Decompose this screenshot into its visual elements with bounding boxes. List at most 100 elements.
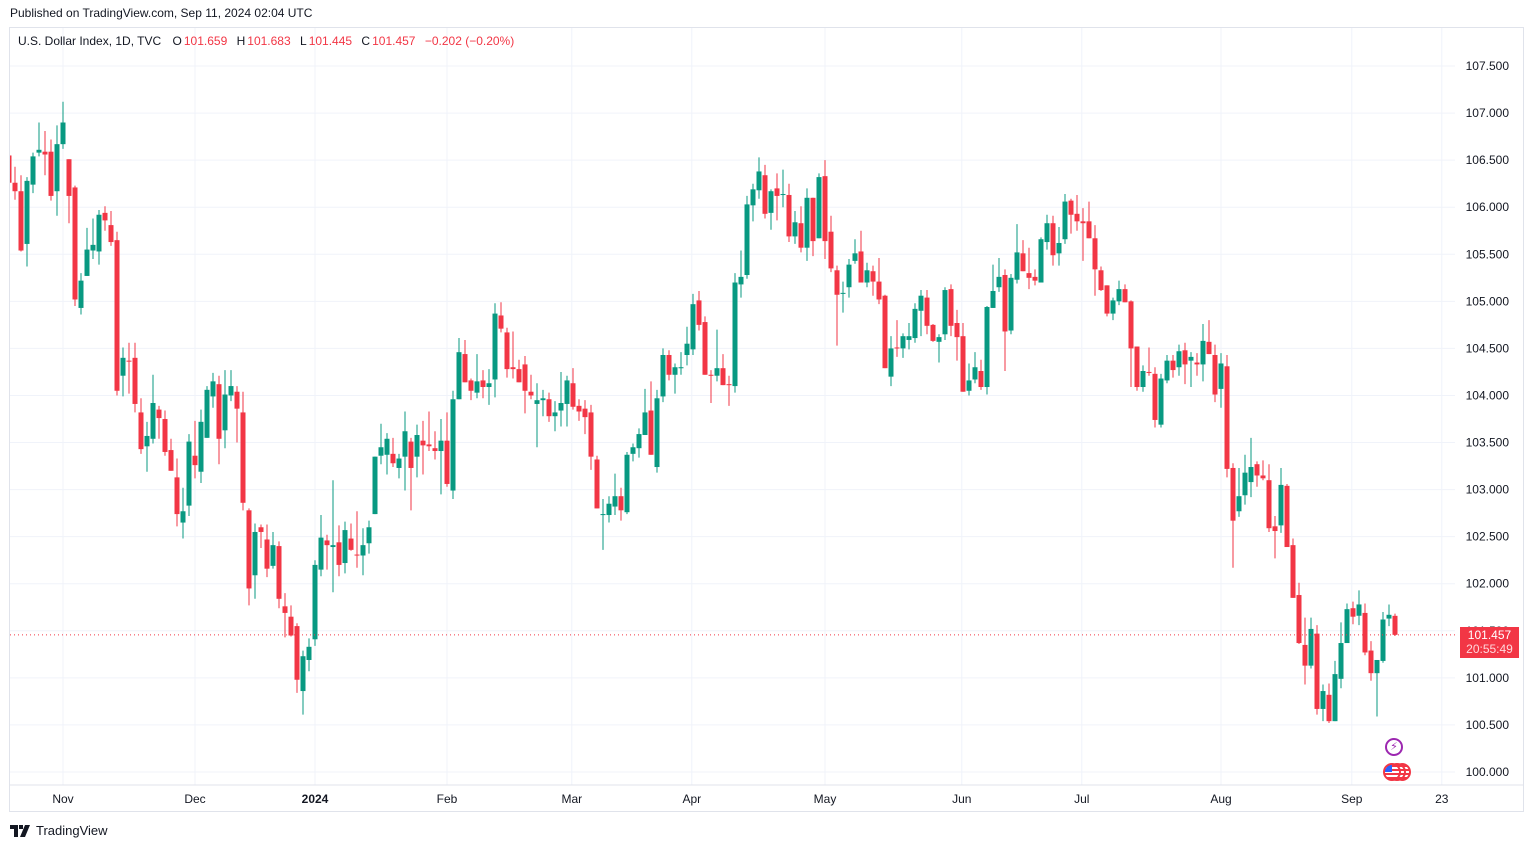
candle-down — [510, 331, 516, 379]
candle-up — [372, 456, 378, 515]
candle-down — [828, 215, 834, 273]
candle-down — [192, 420, 198, 479]
candle-down — [336, 525, 342, 577]
candle-up — [912, 303, 918, 343]
candle-body — [636, 434, 642, 449]
candle-up — [744, 195, 750, 279]
candle-down — [174, 458, 180, 527]
candle-down — [798, 206, 804, 253]
tradingview-logo[interactable]: TradingView — [10, 823, 108, 838]
price-tick-label: 107.500 — [1466, 59, 1510, 73]
candle-down — [1050, 215, 1056, 266]
candle-body — [960, 336, 966, 392]
chart-frame — [9, 27, 1524, 812]
candle-body — [1086, 221, 1092, 239]
candle-down — [390, 437, 396, 468]
us-flag-event-icon[interactable] — [1383, 763, 1401, 781]
candle-body — [564, 380, 570, 404]
candle-down — [570, 368, 576, 410]
candle-down — [1098, 266, 1104, 291]
candle-body — [348, 538, 354, 550]
candle-body — [1386, 614, 1392, 619]
candle-body — [948, 289, 954, 326]
candle-down — [594, 455, 600, 509]
candle-down — [324, 534, 330, 570]
candle-up — [804, 188, 810, 261]
price-tick-label: 103.500 — [1466, 436, 1510, 450]
price-axis: 100.000100.500101.000101.500102.000102.5… — [1466, 59, 1510, 779]
candle-up — [1110, 297, 1116, 321]
candle-down — [1272, 515, 1278, 559]
candle-body — [480, 380, 486, 388]
candle-body — [798, 223, 804, 248]
candle-up — [864, 262, 870, 288]
candle-down — [162, 410, 168, 456]
candle-body — [714, 368, 720, 376]
candle-body — [1152, 373, 1158, 420]
candle-body — [10, 155, 12, 183]
candle-body — [210, 381, 216, 397]
candle-down — [1296, 582, 1302, 644]
candle-up — [366, 520, 372, 554]
candle-down — [504, 327, 510, 378]
candle-down — [720, 354, 726, 386]
candle-body — [846, 264, 852, 288]
candle-body — [912, 308, 918, 339]
candle-up — [660, 348, 666, 403]
candle-body — [1284, 485, 1290, 548]
candle-body — [990, 290, 996, 308]
candle-up — [900, 333, 906, 358]
candle-body — [1362, 612, 1368, 653]
candle-up — [330, 480, 336, 593]
candle-body — [372, 456, 378, 515]
candle-body — [570, 383, 576, 407]
candle-body — [198, 421, 204, 472]
candle-down — [276, 541, 282, 609]
candle-body — [888, 348, 894, 377]
symbol-title[interactable]: U.S. Dollar Index, 1D, TVC — [18, 34, 162, 48]
candle-up — [1386, 604, 1392, 627]
candle-up — [186, 434, 192, 516]
candle-body — [720, 368, 726, 386]
candle-up — [972, 352, 978, 384]
candle-body — [984, 306, 990, 388]
candle-up — [1176, 344, 1182, 376]
candle-body — [1038, 239, 1044, 283]
price-tick-label: 106.500 — [1466, 153, 1510, 167]
price-tick-label: 100.000 — [1466, 765, 1510, 779]
time-tick-label: Dec — [184, 792, 205, 806]
candle-up — [1236, 467, 1242, 517]
candle-up — [474, 354, 480, 399]
candle-down — [546, 392, 552, 422]
candle-body — [996, 276, 1002, 288]
candle-down — [1206, 320, 1212, 355]
candle-body — [822, 176, 828, 242]
candle-up — [1374, 659, 1380, 717]
candle-body — [504, 332, 510, 370]
candle-body — [168, 450, 174, 471]
time-tick-label: May — [814, 792, 837, 806]
candle-up — [1140, 365, 1146, 392]
candle-up — [396, 453, 402, 479]
lightning-event-icon[interactable]: ⚡ — [1385, 738, 1403, 756]
candle-body — [870, 271, 876, 282]
candle-body — [708, 374, 714, 376]
candle-up — [1164, 355, 1170, 384]
candle-up — [180, 487, 186, 539]
candle-body — [1254, 464, 1260, 476]
candle-body — [270, 545, 276, 566]
candle-body — [426, 444, 432, 447]
candle-up — [534, 383, 540, 448]
candle-up — [768, 189, 774, 230]
candle-up — [204, 386, 210, 438]
candle-down — [426, 411, 432, 452]
candle-down — [882, 294, 888, 369]
candle-body — [282, 606, 288, 613]
candle-up — [1056, 226, 1062, 266]
candle-down — [1068, 198, 1074, 234]
candle-body — [1320, 691, 1326, 709]
candle-body — [186, 441, 192, 506]
candle-body — [246, 510, 252, 589]
candle-body — [930, 324, 936, 341]
